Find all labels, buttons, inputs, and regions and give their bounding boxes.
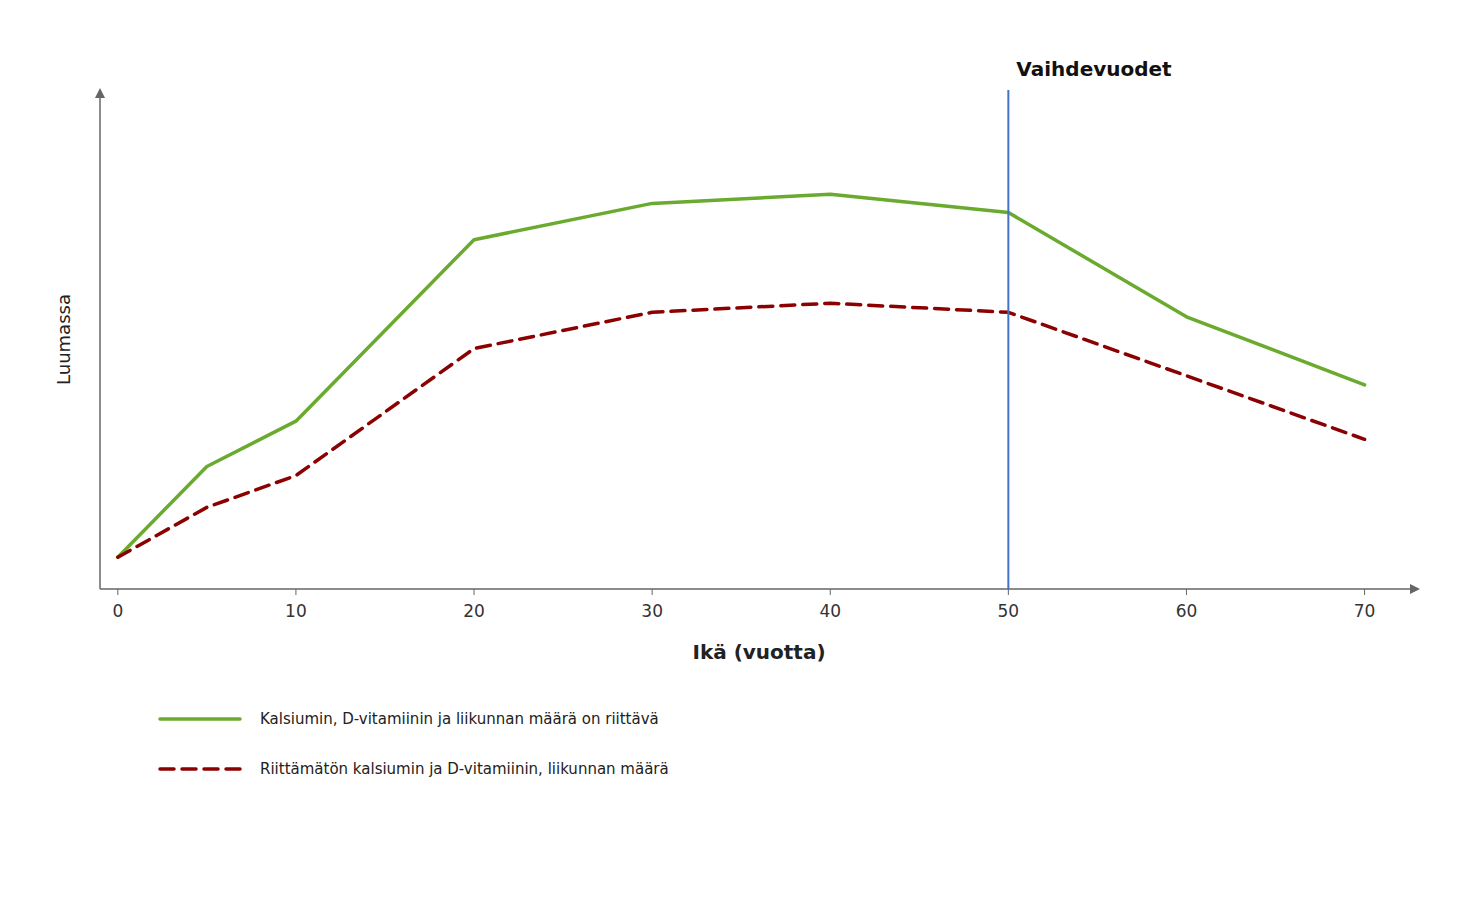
- x-tick-label: 50: [998, 601, 1020, 621]
- x-tick: [1186, 589, 1187, 595]
- annotation-label: Vaihdevuodet: [1016, 57, 1172, 81]
- x-tick: [117, 589, 118, 595]
- x-tick-label: 0: [112, 601, 123, 621]
- x-tick-label: 60: [1176, 601, 1198, 621]
- x-tick-label: 20: [463, 601, 485, 621]
- x-tick-label: 30: [641, 601, 663, 621]
- legend-label: Kalsiumin, D-vitamiinin ja liikunnan mää…: [260, 710, 659, 728]
- x-tick-label: 70: [1354, 601, 1376, 621]
- legend-label: Riittämätön kalsiumin ja D-vitamiinin, l…: [260, 760, 669, 778]
- x-tick: [295, 589, 296, 595]
- y-axis-line: [99, 90, 101, 589]
- x-axis-label: Ikä (vuotta): [692, 640, 825, 664]
- x-tick: [830, 589, 831, 595]
- x-tick: [474, 589, 475, 595]
- x-axis-line: [100, 588, 1418, 590]
- legend-swatch: [160, 717, 240, 721]
- vertical-line: [1007, 90, 1009, 589]
- x-tick-label: 40: [819, 601, 841, 621]
- y-axis-label: Luumassa: [53, 294, 74, 385]
- plot-area: [118, 90, 1365, 589]
- x-tick: [1008, 589, 1009, 595]
- x-tick: [1364, 589, 1365, 595]
- series-line: [118, 303, 1365, 557]
- legend: Kalsiumin, D-vitamiinin ja liikunnan mää…: [160, 710, 669, 778]
- x-tick: [652, 589, 653, 595]
- legend-swatch: [160, 767, 240, 771]
- series-line: [118, 194, 1365, 557]
- x-tick-label: 10: [285, 601, 307, 621]
- chart: 0 10 20 30 40 50 60 70 Ikä (vuotta) Luumassa Vaihd…: [0, 0, 1468, 919]
